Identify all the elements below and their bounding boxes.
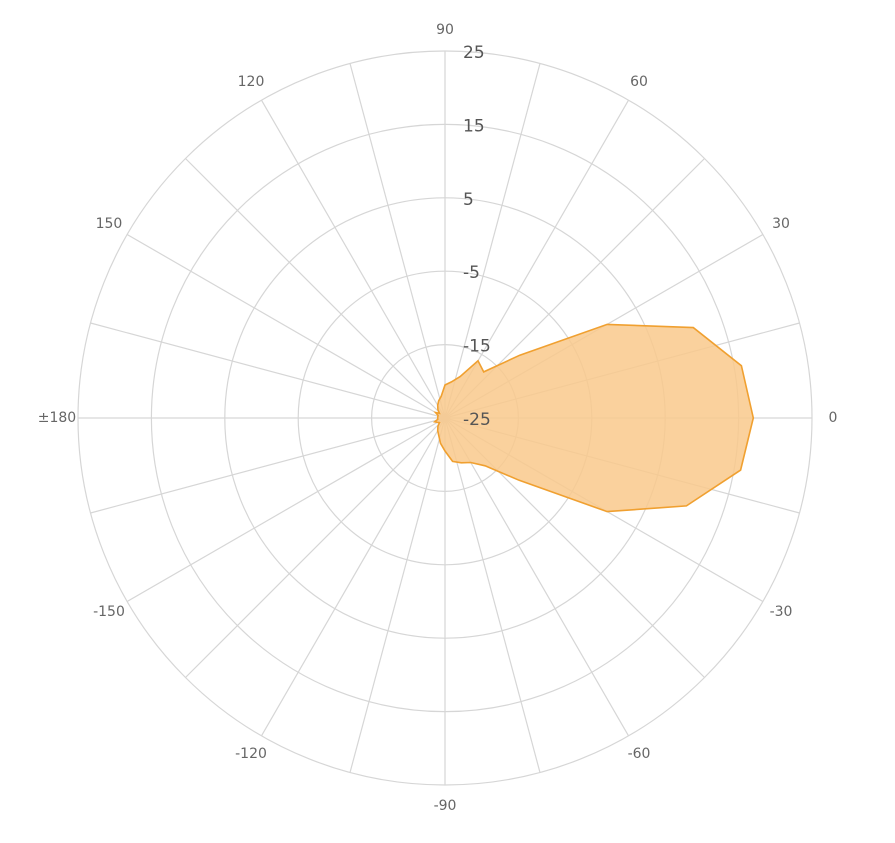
grid-spoke (260, 99, 446, 419)
radial-label: -5 (463, 263, 480, 283)
radial-label: -25 (463, 410, 491, 430)
grid-spoke (90, 417, 446, 514)
grid-spoke (260, 417, 446, 737)
angle-label: 0 (829, 410, 838, 426)
angle-label: 120 (238, 74, 265, 90)
angle-label: -120 (235, 746, 267, 762)
pattern-area (432, 323, 755, 513)
radial-label: 5 (463, 190, 474, 210)
grid-spoke (90, 322, 446, 419)
radial-label: 25 (463, 43, 485, 63)
angle-label: 150 (96, 216, 123, 232)
angle-label: ±180 (38, 410, 76, 426)
grid-spoke (349, 63, 446, 419)
angle-label: -30 (770, 604, 793, 620)
grid-spoke (444, 63, 541, 419)
angle-label: -60 (628, 746, 651, 762)
angle-label: 30 (772, 216, 790, 232)
angle-label: 60 (630, 74, 648, 90)
angle-label: 90 (436, 22, 454, 38)
angle-label: -90 (434, 798, 457, 814)
grid-spoke (444, 417, 630, 737)
radial-label: 15 (463, 116, 485, 136)
grid-spoke (126, 233, 446, 419)
radial-label: -15 (463, 337, 491, 357)
angle-label: -150 (93, 604, 125, 620)
grid-circle (77, 50, 813, 786)
grid-spoke (185, 158, 446, 419)
grid-spoke (444, 417, 541, 773)
grid-spoke (349, 417, 446, 773)
grid-spoke (185, 417, 446, 678)
grid-spoke (126, 417, 446, 603)
